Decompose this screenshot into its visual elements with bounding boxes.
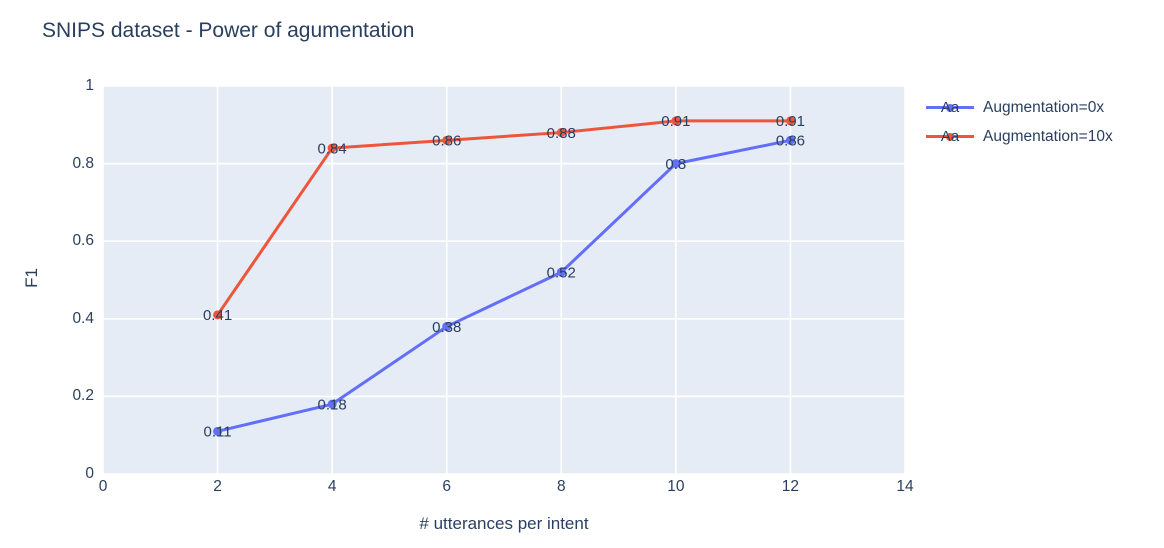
y-tick-label: 1 (85, 77, 94, 94)
legend-entry[interactable]: Aa Augmentation=10x (926, 122, 1113, 151)
legend: Aa Augmentation=0x Aa Augmentation=10x (926, 93, 1113, 151)
data-point-label: 0.41 (203, 307, 232, 324)
data-point-label: 0.52 (547, 264, 576, 281)
data-point[interactable] (556, 128, 566, 138)
plot-canvas: 0.11 0.18 0.38 0.52 0.8 0.86 0.41 0.84 0.86 0.88 0… (103, 86, 905, 474)
x-tick-label: 2 (213, 478, 222, 495)
x-tick-label: 0 (98, 478, 108, 495)
data-point-label: 0.38 (432, 319, 461, 336)
x-tick-label: 4 (327, 478, 337, 495)
data-point-label: 0.91 (661, 113, 690, 130)
data-point[interactable] (442, 322, 452, 332)
y-tick-label: 0 (85, 465, 94, 482)
data-point[interactable] (671, 116, 681, 126)
legend-label: Augmentation=0x (983, 98, 1105, 116)
legend-marker-icon (946, 132, 954, 141)
legend-label: Augmentation=10x (983, 127, 1113, 145)
data-point-label: 0.86 (432, 133, 461, 150)
data-point[interactable] (327, 399, 337, 409)
data-point-label: 0.18 (318, 396, 347, 413)
legend-line-swatch-icon: Aa (926, 128, 974, 146)
data-point-label: 0.91 (776, 113, 805, 130)
data-point[interactable] (327, 143, 337, 153)
data-point[interactable] (442, 135, 452, 145)
data-point[interactable] (785, 116, 795, 126)
data-point-label: 0.11 (204, 424, 232, 441)
x-tick-label: 6 (442, 478, 452, 495)
y-tick-label: 0.2 (72, 387, 94, 405)
chart-title: SNIPS dataset - Power of agumentation (42, 19, 415, 42)
x-tick-label: 12 (781, 478, 800, 495)
x-tick-label: 14 (896, 478, 914, 495)
legend-marker-icon (946, 103, 954, 112)
y-tick-label: 0.8 (72, 154, 94, 172)
x-tick-label: 10 (667, 478, 685, 495)
data-point-label: 0.84 (318, 140, 347, 157)
y-axis-title: F1 (22, 268, 41, 288)
series-line[interactable] (217, 138, 791, 433)
data-point-label: 0.88 (547, 125, 576, 142)
legend-text-glyph: Aa (940, 98, 960, 116)
data-point[interactable] (671, 159, 681, 169)
data-point[interactable] (785, 135, 795, 145)
y-tick-label: 0.6 (72, 232, 94, 250)
data-point[interactable] (213, 426, 223, 436)
series-line[interactable] (216, 119, 791, 316)
legend-line-swatch-icon: Aa (926, 99, 974, 117)
x-tick-label: 8 (556, 478, 566, 495)
data-point-label: 0.86 (776, 133, 805, 150)
y-tick-label: 0.4 (72, 309, 94, 327)
legend-text-glyph: Aa (940, 127, 960, 145)
data-point[interactable] (556, 267, 566, 277)
plot-area[interactable]: 0.11 0.18 0.38 0.52 0.8 0.86 0.41 0.84 0.86 0.88 0… (103, 86, 905, 474)
data-point[interactable] (213, 310, 223, 320)
data-point-label: 0.8 (665, 156, 686, 173)
legend-entry[interactable]: Aa Augmentation=0x (926, 93, 1113, 122)
x-axis-title: # utterances per intent (419, 514, 589, 533)
